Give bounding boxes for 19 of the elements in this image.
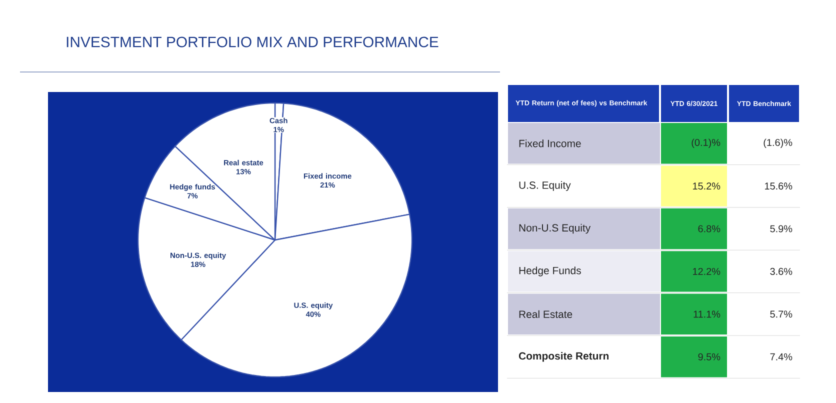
category-label: Non-U.S Equity [519,224,591,234]
text: 9.5% [698,353,720,360]
text: (1.6)% [764,138,792,148]
text: 5.7% [770,310,792,318]
category-label: U.S. Equity [519,181,571,191]
chart-title: INVESTMENT PORTFOLIO MIX AND PERFORMANCE [66,36,438,48]
text: 3.6% [770,268,792,275]
text: 6.8% [698,225,720,232]
text: 15.6% [765,182,792,190]
text: 11.1% [694,310,720,318]
category-label: Composite Return [518,352,609,362]
text: 15.2% [693,182,720,190]
category-label: Fixed Income [519,140,581,148]
text: 12.2% [693,268,720,275]
text: (0.1)% [692,138,720,148]
text: 5.9% [770,225,792,232]
category-label: Hedge Funds [519,266,581,276]
text: 7.4% [770,353,792,360]
category-label: Real Estate [519,310,572,318]
